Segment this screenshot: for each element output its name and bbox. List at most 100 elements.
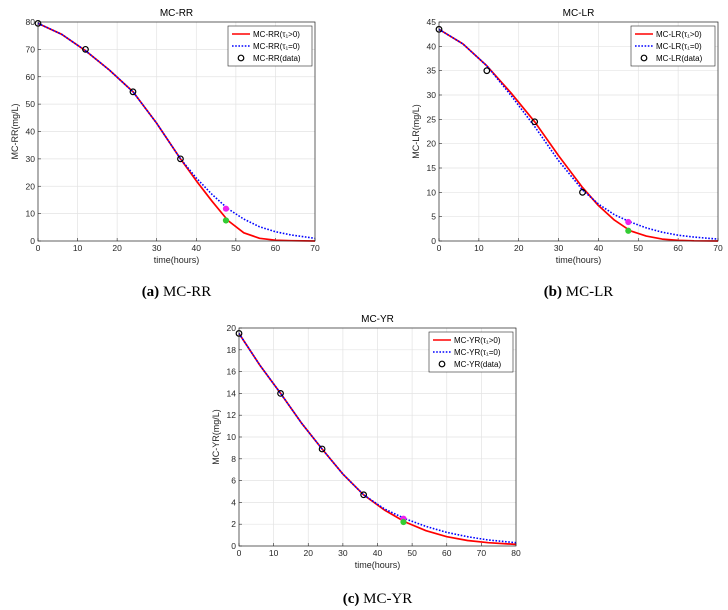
y-tick-label: 40	[26, 127, 36, 137]
x-tick-label: 0	[36, 243, 41, 253]
x-tick-label: 50	[407, 548, 417, 558]
x-tick-label: 40	[594, 243, 604, 253]
series-line-1	[238, 333, 517, 544]
y-tick-label: 20	[227, 323, 237, 333]
x-tick-label: 80	[511, 548, 521, 558]
caption-label: (b)	[544, 284, 566, 300]
y-tick-label: 70	[26, 44, 36, 54]
x-axis-label: time(hours)	[556, 255, 602, 265]
legend-marker	[438, 360, 446, 368]
chart-2: 0 10 20 30 40 50 60 70 80 0 2 4 6 8 10 12 14 16 18 20 MC-YR t…	[211, 314, 521, 607]
chart-title: MC-YR	[361, 314, 394, 325]
figure-caption: (c) MC-YR	[343, 591, 413, 607]
caption-text: MC-LR	[566, 284, 614, 300]
chart-1: 0 10 20 30 40 50 60 70 0 5 10 15 20 25 30 35 40 45 MC-LR ti…	[411, 8, 723, 300]
y-tick-label: 8	[231, 454, 236, 464]
x-tick-label: 40	[192, 243, 202, 253]
y-tick-label: 20	[26, 181, 36, 191]
y-tick-label: 50	[26, 99, 36, 109]
data-point	[177, 155, 184, 163]
x-tick-label: 10	[269, 548, 279, 558]
chart-title: MC-LR	[563, 8, 595, 19]
data-point	[360, 491, 368, 499]
y-tick-label: 45	[427, 17, 437, 27]
chart-0: 0 10 20 30 40 50 60 70 0 10 20 30 40 50 60 70 80 MC-RR tim…	[10, 8, 320, 300]
x-tick-label: 30	[152, 243, 162, 253]
y-tick-label: 12	[227, 410, 237, 420]
data-point	[129, 88, 137, 96]
chart-title: MC-RR	[160, 8, 193, 19]
x-tick-label: 10	[73, 243, 83, 253]
legend-entry: MC-RR(τ₁=0)	[253, 42, 300, 51]
legend: MC-LR(τ₁>0) MC-LR(τ₁=0) MC-LR(data)	[630, 25, 716, 67]
legend-marker	[237, 54, 245, 62]
x-tick-label: 0	[237, 548, 242, 558]
caption-text: MC-YR	[363, 591, 412, 607]
y-tick-label: 80	[26, 17, 36, 27]
x-tick-label: 70	[477, 548, 487, 558]
highlight-point	[625, 218, 632, 226]
y-tick-label: 0	[30, 236, 35, 246]
x-tick-label: 60	[271, 243, 281, 253]
y-tick-label: 14	[227, 388, 237, 398]
legend-entry: MC-RR(data)	[253, 54, 301, 63]
figure-caption: (a) MC-RR	[142, 284, 212, 300]
series-line-0	[238, 333, 517, 546]
y-tick-label: 35	[427, 66, 437, 76]
y-tick-label: 2	[231, 519, 236, 529]
data-point	[318, 445, 326, 453]
y-tick-label: 60	[26, 72, 36, 82]
x-tick-label: 30	[338, 548, 348, 558]
legend-entry: MC-LR(data)	[656, 54, 703, 63]
y-tick-label: 18	[227, 345, 237, 355]
figure-caption: (b) MC-LR	[544, 284, 614, 300]
data-point	[277, 390, 284, 397]
x-tick-label: 0	[437, 243, 442, 253]
y-axis-label: MC-RR(mg/L)	[10, 104, 20, 160]
y-tick-label: 16	[227, 367, 237, 377]
y-tick-label: 4	[231, 497, 236, 507]
y-tick-label: 10	[227, 432, 237, 442]
y-tick-label: 30	[427, 90, 437, 100]
x-axis-label: time(hours)	[355, 560, 401, 570]
y-tick-label: 10	[427, 187, 437, 197]
x-tick-label: 40	[373, 548, 383, 558]
series-line-0	[438, 28, 719, 242]
caption-text: MC-RR	[163, 284, 211, 300]
data-point	[531, 118, 539, 126]
axes-box	[37, 21, 316, 242]
y-tick-label: 25	[427, 114, 437, 124]
caption-label: (c)	[343, 591, 363, 607]
legend-entry: MC-LR(τ₁>0)	[656, 30, 702, 39]
highlight-point	[222, 217, 230, 224]
legend-entry: MC-YR(data)	[454, 360, 501, 369]
y-tick-label: 0	[231, 541, 236, 551]
x-axis-label: time(hours)	[154, 255, 200, 265]
data-point	[483, 67, 491, 75]
caption-label: (a)	[142, 284, 163, 300]
data-point	[82, 45, 89, 53]
data-point	[579, 188, 586, 196]
y-tick-label: 40	[427, 41, 437, 51]
highlight-point	[400, 518, 407, 526]
axes-box	[238, 327, 517, 547]
y-tick-label: 6	[231, 476, 236, 486]
x-tick-label: 20	[514, 243, 524, 253]
highlight-point	[222, 205, 230, 212]
x-tick-label: 20	[112, 243, 122, 253]
y-tick-label: 10	[26, 209, 36, 219]
legend-marker	[640, 54, 648, 62]
x-tick-label: 20	[304, 548, 314, 558]
x-tick-label: 50	[231, 243, 241, 253]
y-tick-label: 5	[431, 212, 436, 222]
legend: MC-RR(τ₁>0) MC-RR(τ₁=0) MC-RR(data)	[227, 25, 313, 67]
axes-box	[438, 21, 719, 242]
y-axis-label: MC-YR(mg/L)	[211, 409, 221, 465]
x-tick-label: 50	[634, 243, 644, 253]
x-tick-label: 10	[474, 243, 484, 253]
highlight-point	[625, 227, 632, 234]
y-tick-label: 20	[427, 139, 437, 149]
series-line-1	[37, 22, 316, 240]
x-tick-label: 70	[713, 243, 723, 253]
